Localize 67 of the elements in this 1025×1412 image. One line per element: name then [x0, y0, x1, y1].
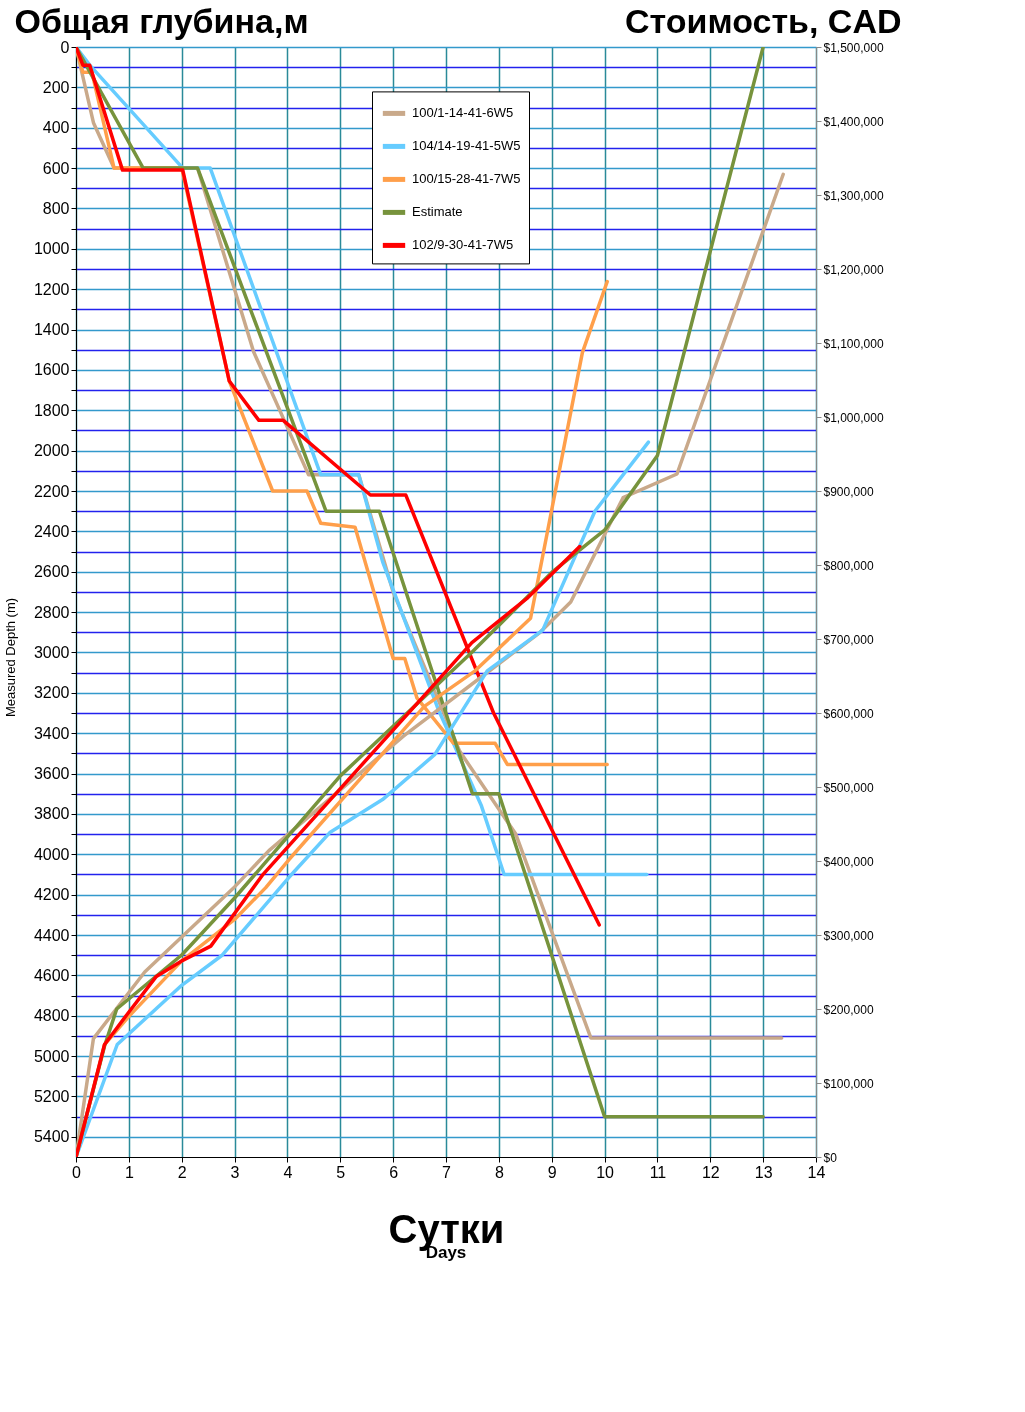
y2-tick-label: $500,000: [823, 780, 874, 795]
y-tick-label: 3400: [33, 724, 70, 742]
text: Measured Depth (m): [3, 597, 18, 718]
y-tick-label: 2200: [33, 482, 70, 500]
legend-label: 102/9-30-41-7W5: [412, 237, 514, 253]
x-tick-label: 6: [389, 1163, 399, 1181]
y-tick-label: 1800: [33, 401, 70, 419]
y-tick-label: 2800: [33, 603, 70, 621]
y2-tick-label: $1,400,000: [823, 114, 884, 129]
y-tick-label: 1400: [33, 321, 70, 339]
y2-tick-label: $1,100,000: [823, 336, 884, 351]
y-tick-label: 5200: [33, 1087, 70, 1105]
y2-tick-label: $0: [823, 1150, 838, 1165]
y-tick-label: 4800: [33, 1007, 70, 1025]
y2-tick-label: $800,000: [823, 558, 874, 573]
x-tick-label: 13: [754, 1163, 773, 1181]
y2-tick-label: $600,000: [823, 706, 874, 721]
x-tick-label: 3: [230, 1163, 240, 1181]
y-tick-label: 400: [42, 119, 70, 137]
y-tick-label: 4400: [33, 926, 70, 944]
legend-label: Estimate: [412, 204, 463, 220]
y2-tick-label: $1,200,000: [823, 262, 884, 277]
y-tick-label: 4000: [33, 845, 70, 863]
x-tick-label: 14: [807, 1163, 826, 1181]
x-tick-label: 8: [494, 1163, 504, 1181]
y-tick-label: 3200: [33, 684, 70, 702]
y-tick-label: 1600: [33, 361, 70, 379]
y-tick-label: 1000: [33, 240, 70, 258]
y-tick-label: 3000: [33, 643, 70, 661]
y-tick-label: 2400: [33, 522, 70, 540]
y2-tick-label: $700,000: [823, 632, 874, 647]
y-tick-label: 600: [42, 159, 70, 177]
y-tick-label: 2000: [33, 442, 70, 460]
y-tick-label: 4600: [33, 966, 70, 984]
y2-tick-label: $300,000: [823, 928, 874, 943]
y2-axis-title: Стоимость, CAD: [625, 1, 902, 40]
y-tick-label: 3600: [33, 765, 70, 783]
y-tick-label: 1200: [33, 280, 70, 298]
y2-tick-label: $200,000: [823, 1002, 874, 1017]
y-axis-title: Общая глубина,м: [14, 1, 309, 40]
y2-tick-label: $900,000: [823, 484, 874, 499]
x-tick-label: 7: [442, 1163, 452, 1181]
y2-tick-label: $400,000: [823, 854, 874, 869]
y-tick-label: 2600: [33, 563, 70, 581]
y-tick-label: 3800: [33, 805, 70, 823]
y2-tick-label: $1,000,000: [823, 410, 884, 425]
y-tick-label: 200: [42, 78, 70, 96]
x-tick-label: 1: [124, 1163, 134, 1181]
y-tick-label: 5400: [33, 1128, 70, 1146]
legend-label: 104/14-19-41-5W5: [412, 138, 521, 154]
x-tick-label: 9: [547, 1163, 557, 1181]
y-tick-label: 4200: [33, 886, 70, 904]
y-tick-label: 5000: [33, 1047, 70, 1065]
y2-tick-label: $1,300,000: [823, 188, 884, 203]
y-tick-label: 0: [60, 38, 70, 56]
x-tick-label: 10: [596, 1163, 615, 1181]
y-tick-label: 800: [42, 199, 70, 217]
legend-label: 100/15-28-41-7W5: [412, 171, 521, 187]
x-tick-label: 0: [72, 1163, 82, 1181]
x-tick-label: 12: [701, 1163, 720, 1181]
x-tick-label: 2: [177, 1163, 187, 1181]
y2-tick-label: $1,500,000: [823, 40, 884, 55]
x-tick-label: 11: [649, 1163, 667, 1181]
y2-tick-label: $100,000: [823, 1076, 874, 1091]
legend-label: 100/1-14-41-6W5: [412, 105, 514, 121]
x-tick-label: 4: [283, 1163, 293, 1181]
x-tick-label: 5: [336, 1163, 346, 1181]
